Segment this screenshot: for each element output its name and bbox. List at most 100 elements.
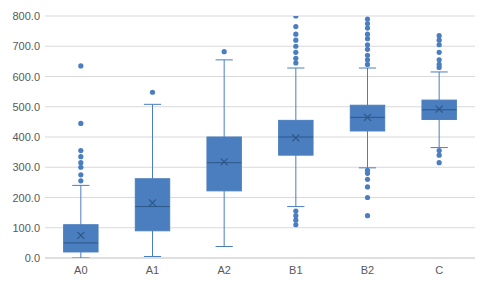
outlier (78, 178, 83, 183)
box (64, 225, 98, 252)
outlier (365, 36, 370, 41)
x-tick-label: A2 (217, 264, 230, 276)
whisker-high (439, 72, 440, 100)
outlier (437, 153, 442, 158)
outlier (365, 171, 370, 176)
grid-line (45, 227, 475, 228)
outlier (437, 42, 442, 47)
whisker-cap-low (287, 206, 304, 207)
whisker-cap-high (216, 59, 233, 60)
outlier (365, 47, 370, 52)
x-tick-label: C (435, 264, 443, 276)
x-tick-label: A0 (74, 264, 87, 276)
whisker-high (367, 68, 368, 105)
outlier (293, 38, 298, 43)
x-tick-label: A1 (146, 264, 159, 276)
whisker-low (152, 231, 153, 257)
outlier (365, 42, 370, 47)
mean-stroke (436, 106, 443, 113)
outlier (293, 222, 298, 227)
y-tick-label: 0.0 (25, 252, 40, 264)
outlier (365, 26, 370, 31)
whisker-high (152, 104, 153, 178)
outlier (365, 57, 370, 62)
grid-line (45, 76, 475, 77)
outlier (365, 195, 370, 200)
outlier (365, 213, 370, 218)
outlier (222, 49, 227, 54)
grid-line (45, 137, 475, 138)
outlier (293, 32, 298, 37)
y-tick-label: 200.0 (12, 192, 40, 204)
whisker-high (80, 185, 81, 224)
outlier (365, 16, 370, 21)
outlier (437, 160, 442, 165)
whisker-cap-low (72, 258, 89, 259)
mean-stroke (149, 199, 156, 206)
y-tick-label: 300.0 (12, 161, 40, 173)
outlier (293, 218, 298, 223)
grid-line (45, 46, 475, 47)
outlier (293, 24, 298, 29)
mean-stroke (436, 106, 443, 113)
whisker-high (224, 60, 225, 137)
mean-stroke (77, 232, 84, 239)
grid-line (45, 167, 475, 168)
mean-marker (221, 158, 228, 165)
whisker-cap-low (431, 147, 448, 148)
outlier (365, 62, 370, 67)
outlier (150, 90, 155, 95)
mean-stroke (292, 134, 299, 141)
mean-marker (364, 114, 371, 121)
outlier (293, 56, 298, 61)
outlier (78, 121, 83, 126)
outlier (78, 154, 83, 159)
whisker-low (295, 155, 296, 206)
outlier (293, 60, 298, 65)
box (422, 100, 456, 119)
outlier (293, 16, 298, 19)
outlier (78, 148, 83, 153)
mean-stroke (77, 232, 84, 239)
outlier (365, 53, 370, 58)
y-tick-label: 400.0 (12, 131, 40, 143)
whisker-low (367, 131, 368, 168)
whisker-cap-high (431, 71, 448, 72)
mean-stroke (364, 114, 371, 121)
mean-stroke (221, 158, 228, 165)
outlier (293, 50, 298, 55)
outlier (78, 63, 83, 68)
whisker-high (295, 68, 296, 120)
outlier (293, 209, 298, 214)
outlier (365, 32, 370, 37)
median-line (64, 242, 98, 243)
chart: 0.0100.0200.0300.0400.0500.0600.0700.080… (0, 0, 480, 288)
outlier (293, 44, 298, 49)
box (207, 137, 241, 191)
mean-stroke (292, 134, 299, 141)
grid-line (45, 16, 475, 17)
mean-marker (149, 199, 156, 206)
outlier (365, 177, 370, 182)
outlier (78, 172, 83, 177)
whisker-low (80, 252, 81, 258)
grid-line (45, 258, 475, 259)
outlier (437, 33, 442, 38)
outlier (437, 38, 442, 43)
whisker-cap-low (216, 246, 233, 247)
mean-stroke (364, 114, 371, 121)
x-tick-label: B1 (289, 264, 302, 276)
outlier (78, 165, 83, 170)
y-tick-label: 700.0 (12, 40, 40, 52)
median-line (135, 206, 169, 207)
grid-line (45, 197, 475, 198)
y-tick-label: 600.0 (12, 71, 40, 83)
grid-line (45, 106, 475, 107)
outlier (365, 184, 370, 189)
outlier (78, 160, 83, 165)
outlier (365, 21, 370, 26)
whisker-cap-high (144, 104, 161, 105)
whisker-cap-high (287, 68, 304, 69)
outlier (437, 65, 442, 70)
outlier (293, 213, 298, 218)
